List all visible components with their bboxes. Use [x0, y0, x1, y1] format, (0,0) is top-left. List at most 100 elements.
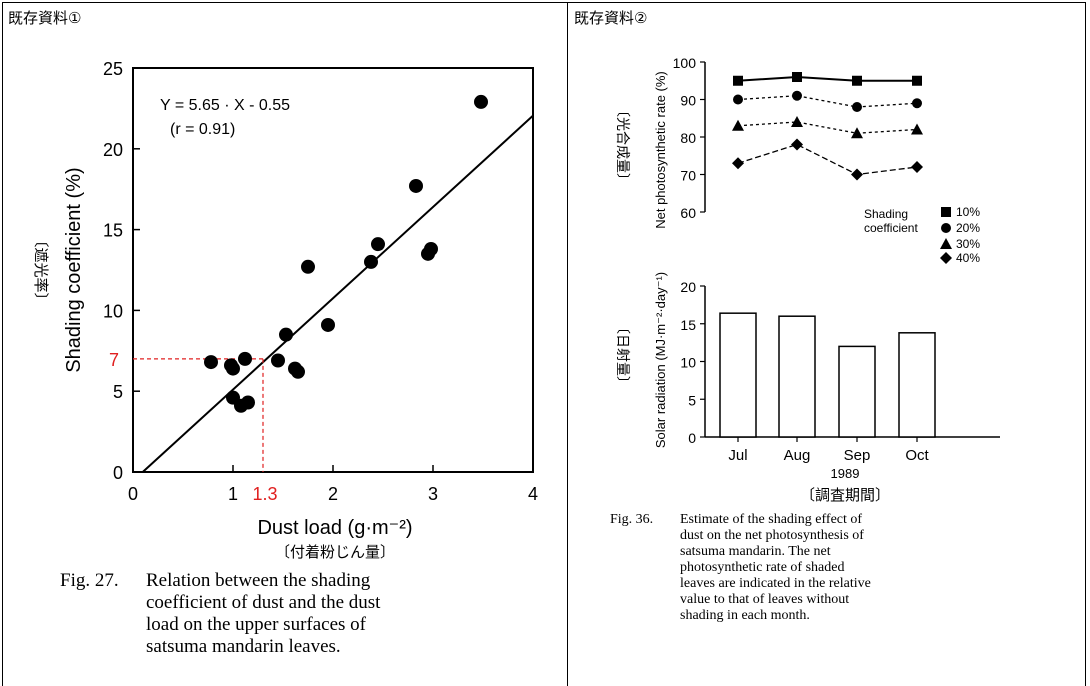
line-series [732, 72, 923, 181]
right-caption-line-7: shading in each month. [680, 608, 810, 623]
scatter-point [204, 355, 218, 370]
marker-circle [941, 223, 951, 233]
scatter-x-axis-label-jp: 〔付着粉じん量〕 [275, 544, 395, 561]
marker-circle [912, 98, 922, 109]
marker-circle [733, 94, 743, 105]
scatter-y-tick-label: 20 [103, 140, 123, 160]
marker-triangle [911, 123, 923, 135]
guide-x-label: 1.3 [252, 484, 277, 504]
scatter-chart: 0 1 2 3 4 0 5 10 15 20 25 71.3 Y = 5.65 · X - 0.55… [32, 59, 538, 561]
scatter-y-tick-label: 0 [113, 463, 123, 483]
left-caption-line-3: load on the upper surfaces of [146, 614, 367, 635]
left-panel-title: 既存資料① [8, 9, 82, 27]
legend-label: 10% [956, 205, 980, 219]
marker-square [912, 75, 922, 86]
marker-square [733, 75, 743, 86]
bars [719, 312, 936, 438]
legend-label: 30% [956, 237, 980, 251]
marker-diamond [851, 168, 863, 181]
legend-label: 20% [956, 221, 980, 235]
period-label-jp: 〔調査期間〕 [800, 487, 890, 504]
legend-title-2: coefficient [864, 221, 918, 235]
panel-divider [567, 2, 568, 686]
marker-diamond [940, 252, 952, 264]
line-y-tick-label: 70 [680, 168, 696, 184]
left-caption-label: Fig. 27. [60, 570, 119, 591]
scatter-point [371, 237, 385, 252]
bar-y-tick-label: 10 [680, 355, 696, 371]
left-caption-line-4: satsuma mandarin leaves. [146, 636, 341, 657]
line-y-tick-label: 100 [673, 55, 697, 71]
legend-title-1: Shading [864, 207, 908, 221]
right-figure-caption: Fig. 36. Estimate of the shading effect o… [610, 512, 940, 624]
scatter-point [279, 327, 293, 342]
right-caption-label: Fig. 36. [610, 512, 654, 527]
right-caption-line-4: photosynthetic rate of shaded [680, 560, 845, 575]
marker-diamond [911, 161, 923, 173]
bar-y-tick-label: 20 [680, 279, 696, 295]
scatter-point [241, 395, 255, 410]
line-ticks: 60 70 80 90 100 [673, 55, 705, 221]
line-y-axis-label-jp: 〔光合成量〕 [615, 103, 631, 187]
bar-y-tick-label: 15 [680, 317, 696, 333]
scatter-point [301, 259, 315, 274]
scatter-points [204, 94, 488, 413]
scatter-y-tick-label: 15 [103, 221, 123, 241]
series-line [737, 143, 918, 176]
regression-line [142, 114, 534, 473]
scatter-x-tick-label: 2 [328, 484, 338, 504]
right-caption-line-3: satsuma mandarin. The net [680, 544, 831, 559]
bar-x-tick-label: Oct [905, 447, 929, 464]
marker-diamond [732, 157, 744, 170]
legend-label: 40% [956, 251, 980, 265]
scatter-point [291, 364, 305, 379]
solar-radiation-bar-chart: 0 5 10 15 20 Jul Aug Sep Oct Solar radiation (MJ… [615, 272, 1000, 504]
line-y-axis-label: Net photosynthetic rate (%) [653, 71, 668, 229]
scatter-point [409, 178, 423, 193]
series-line [737, 95, 918, 108]
right-caption-line-2: dust on the net photosynthesis of [680, 528, 864, 543]
scatter-point [364, 254, 378, 269]
bar [778, 315, 816, 438]
bar-y-axis-label: Solar radiation (MJ·m⁻²·day⁻¹) [653, 272, 668, 448]
scatter-point [424, 241, 438, 256]
right-caption-line-1: Estimate of the shading effect of [680, 512, 863, 527]
scatter-y-axis-label: Shading coefficient (%) [63, 167, 85, 372]
scatter-ticks: 0 1 2 3 4 0 5 10 15 20 25 [103, 59, 538, 504]
line-y-tick-label: 60 [680, 205, 696, 221]
marker-square [852, 75, 862, 86]
scatter-y-tick-label: 10 [103, 301, 123, 321]
correlation-label: (r = 0.91) [170, 121, 235, 138]
marker-circle [792, 90, 802, 101]
regression-equation: Y = 5.65 · X - 0.55 [160, 97, 290, 114]
bar-y-tick-label: 0 [688, 430, 696, 446]
bar-ticks: 0 5 10 15 20 Jul Aug Sep Oct [680, 279, 929, 464]
left-caption-line-1: Relation between the shading [146, 570, 371, 591]
scatter-x-tick-label: 0 [128, 484, 138, 504]
marker-triangle [732, 119, 744, 131]
right-caption-line-6: value to that of leaves without [680, 592, 850, 607]
scatter-x-tick-label: 1 [228, 484, 238, 504]
series-line [737, 121, 918, 134]
marker-diamond [791, 138, 803, 151]
line-y-tick-label: 90 [680, 93, 696, 109]
bar-x-tick-label: Sep [844, 447, 871, 464]
bar-x-tick-label: Jul [728, 447, 747, 464]
scatter-y-tick-label: 25 [103, 59, 123, 79]
marker-triangle [851, 127, 863, 139]
bar [898, 332, 936, 438]
guide-lines: 71.3 [109, 350, 278, 504]
scatter-x-tick-label: 3 [428, 484, 438, 504]
marker-square [792, 72, 802, 82]
marker-triangle [791, 116, 803, 127]
scatter-y-tick-label: 5 [113, 382, 123, 402]
scatter-point [474, 94, 488, 109]
bar [719, 312, 757, 438]
marker-triangle [940, 238, 952, 249]
scatter-point [271, 353, 285, 368]
scatter-x-tick-label: 4 [528, 484, 538, 504]
